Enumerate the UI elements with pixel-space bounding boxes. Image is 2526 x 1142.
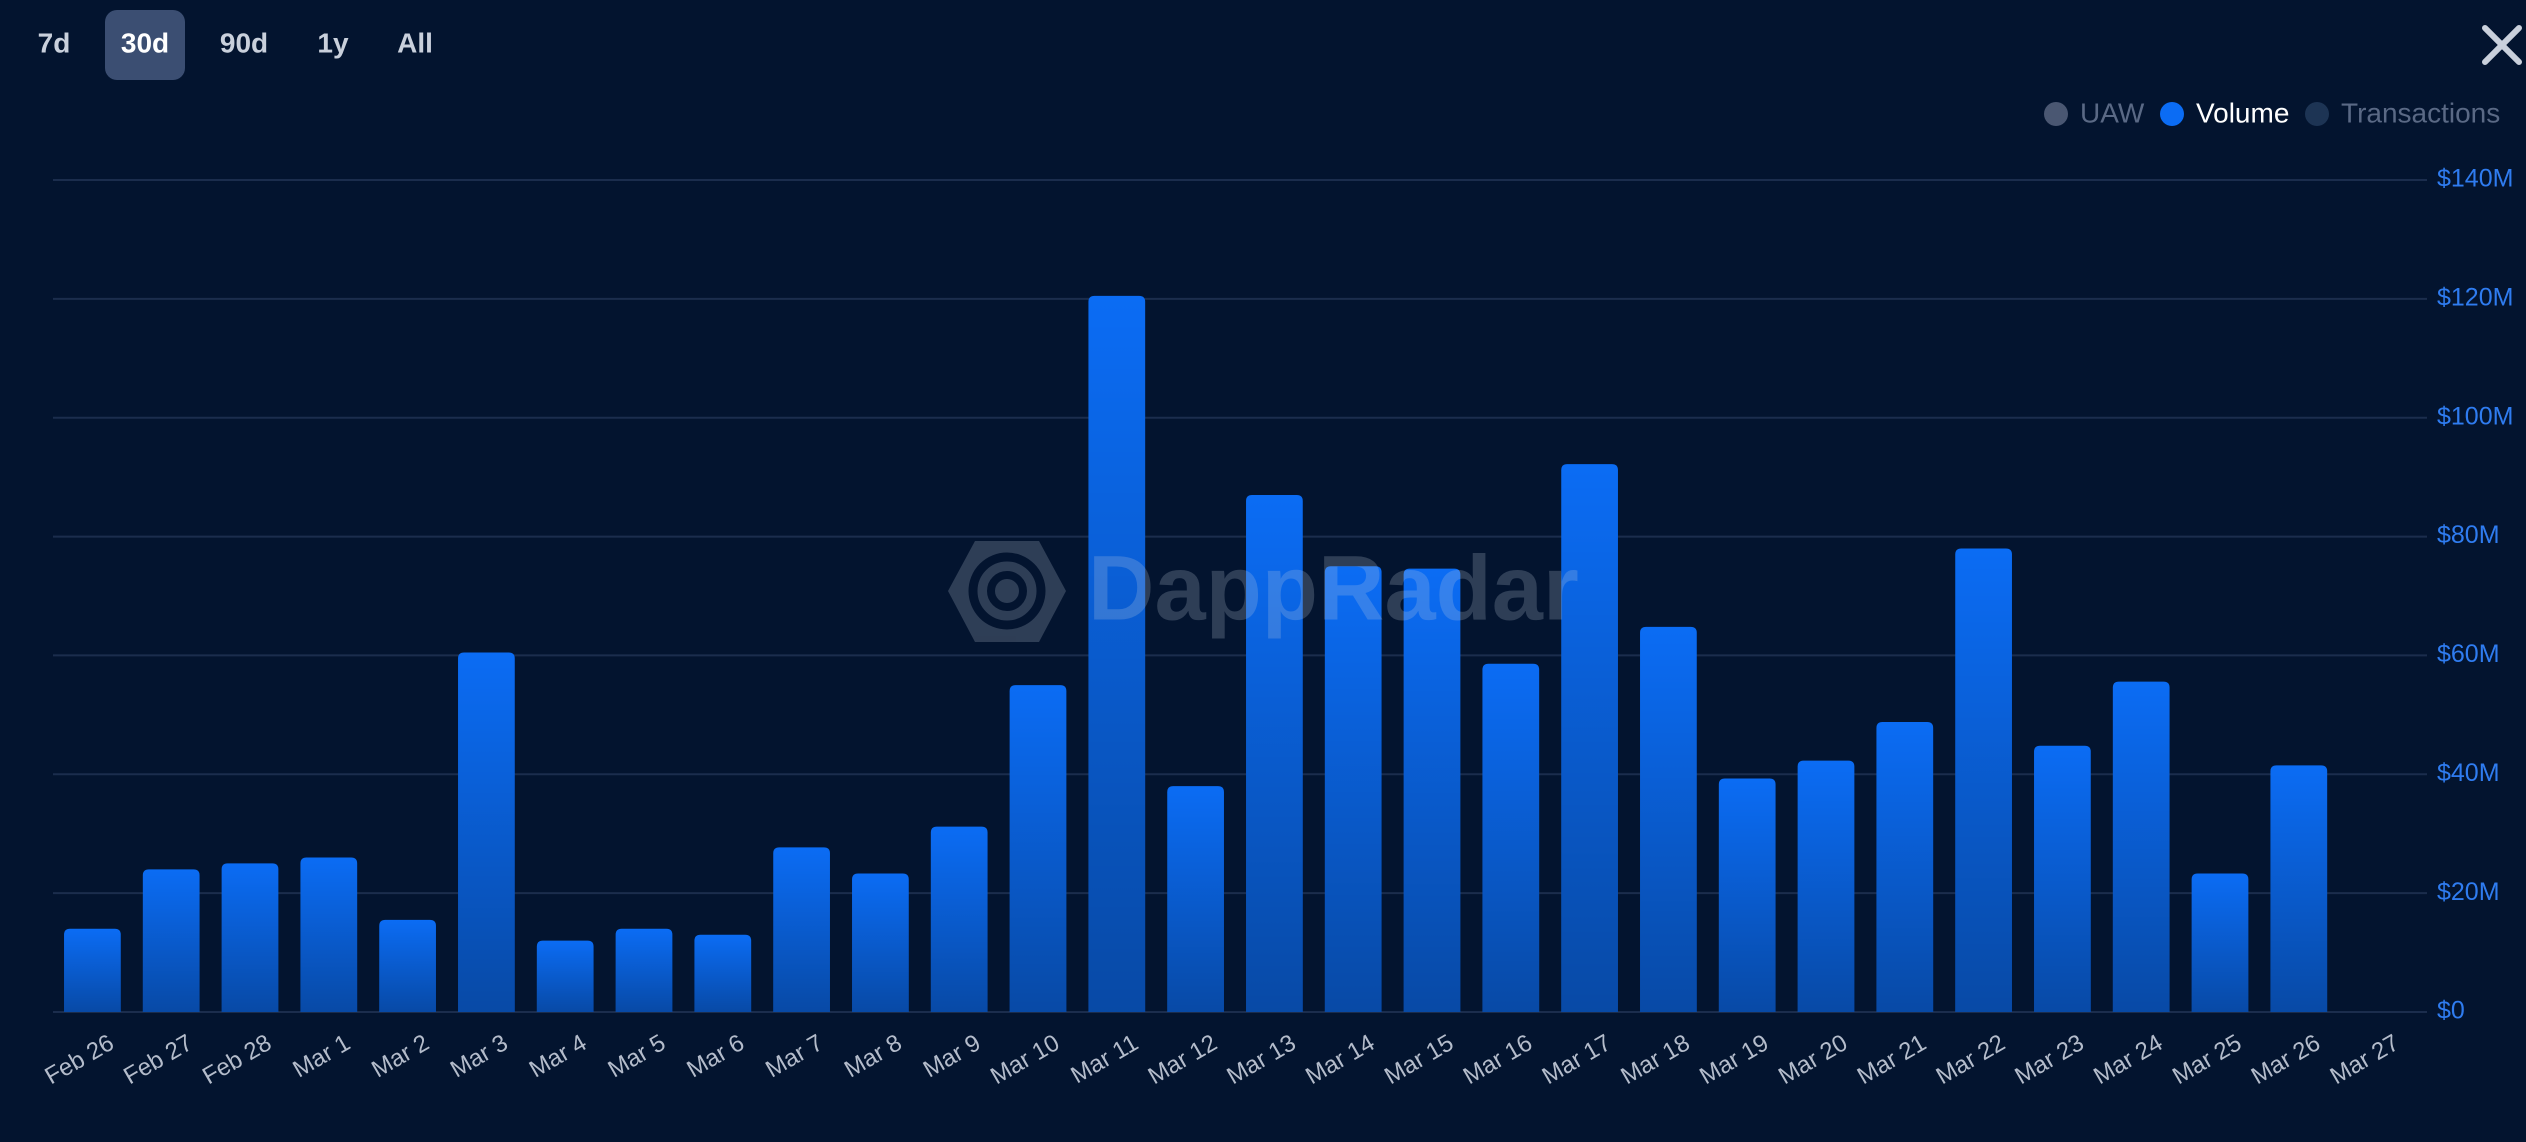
bar-shade	[1009, 685, 1067, 1012]
range-button-label[interactable]: 90d	[220, 27, 268, 58]
bar-shade	[773, 847, 830, 1012]
y-tick-label: $140M	[2437, 165, 2513, 193]
legend-item[interactable]: Volume	[2160, 97, 2289, 128]
bar-shade	[2191, 873, 2249, 1012]
watermark: DappRadar	[948, 537, 1579, 642]
bar-shade	[1718, 778, 1776, 1012]
legend-label[interactable]: Transactions	[2341, 97, 2500, 128]
bar-shade	[1403, 568, 1461, 1012]
bar-shade	[694, 934, 752, 1012]
bar-shade	[300, 857, 358, 1012]
bar-shade	[1561, 464, 1618, 1012]
bar-shade	[930, 826, 988, 1012]
close-button[interactable]	[2482, 25, 2522, 65]
bar-shade	[1088, 295, 1146, 1012]
bar-shade	[1955, 548, 2012, 1012]
legend-label[interactable]: Volume	[2196, 97, 2289, 128]
bar-shade	[64, 928, 121, 1012]
bar-shade	[221, 863, 279, 1012]
y-tick-label: $80M	[2437, 521, 2500, 549]
watermark-text: DappRadar	[1088, 537, 1579, 639]
range-button[interactable]: 90d	[220, 27, 268, 58]
legend-dot[interactable]	[2160, 102, 2184, 126]
legend-item[interactable]: UAW	[2044, 97, 2145, 128]
range-button[interactable]: All	[397, 27, 433, 58]
bar-shade	[379, 919, 436, 1012]
bar-shade	[536, 940, 594, 1012]
range-button[interactable]: 1y	[317, 27, 349, 58]
range-button-label[interactable]: All	[397, 27, 433, 58]
bar-shade	[142, 869, 200, 1012]
bar-shade	[2034, 745, 2091, 1012]
bar-shade	[1482, 663, 1540, 1012]
range-button[interactable]: 7d	[38, 27, 71, 58]
bar-shade	[458, 652, 515, 1012]
legend-dot[interactable]	[2305, 102, 2329, 126]
y-tick-label: $20M	[2437, 878, 2500, 906]
y-tick-label: $0	[2437, 997, 2465, 1025]
bar-shade	[2112, 681, 2170, 1012]
bar-shade	[1640, 626, 1697, 1012]
bar-shade	[2270, 765, 2328, 1012]
bar-shade	[1167, 786, 1224, 1012]
legend-dot[interactable]	[2044, 102, 2068, 126]
range-button-label[interactable]: 30d	[121, 27, 169, 58]
legend-label[interactable]: UAW	[2080, 97, 2145, 128]
bar-shade	[852, 873, 909, 1012]
range-button-label[interactable]: 1y	[317, 27, 349, 58]
bar-shade	[1324, 566, 1382, 1012]
y-tick-label: $60M	[2437, 640, 2500, 668]
range-button-bg[interactable]	[105, 10, 185, 80]
y-tick-label: $40M	[2437, 759, 2500, 787]
y-tick-label: $120M	[2437, 283, 2513, 311]
bar-shade	[615, 928, 673, 1012]
y-tick-label: $100M	[2437, 402, 2513, 430]
range-button-label[interactable]: 7d	[38, 27, 71, 58]
bar-shade	[1797, 760, 1855, 1012]
bar-shade	[1876, 721, 1934, 1012]
range-button[interactable]: 30d	[105, 10, 185, 80]
legend-item[interactable]: Transactions	[2305, 97, 2500, 128]
bar-shade	[1246, 494, 1303, 1012]
